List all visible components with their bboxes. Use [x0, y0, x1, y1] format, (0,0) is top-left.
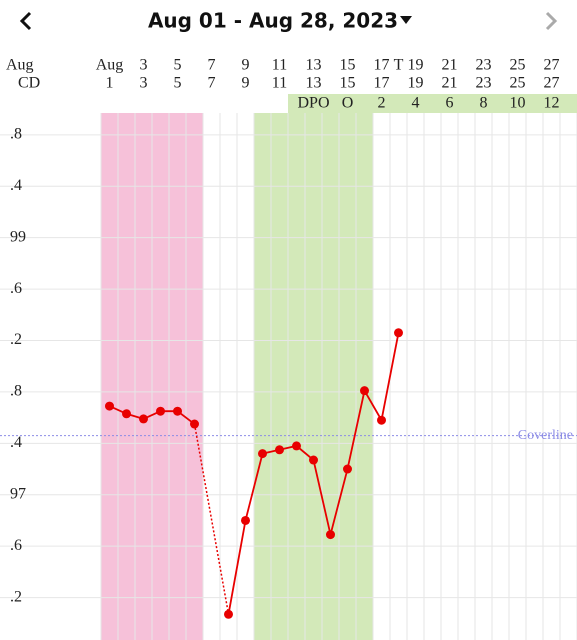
- temperature-point: [139, 414, 148, 424]
- y-tick-label: .6: [10, 537, 22, 554]
- dpo-label: O: [342, 95, 354, 112]
- y-tick-label: .8: [10, 383, 22, 400]
- cycle-day-label: 27: [544, 75, 560, 92]
- dropdown-caret[interactable]: [400, 16, 412, 24]
- cycle-day-label: 5: [174, 75, 182, 92]
- top-bar: Aug 01 - Aug 28, 2023: [19, 9, 558, 33]
- y-tick-label: .2: [10, 588, 22, 605]
- y-tick-label: .2: [10, 331, 22, 348]
- dpo-label: 8: [480, 95, 488, 112]
- date-label: 15: [340, 57, 356, 74]
- date-label: 25: [510, 57, 526, 74]
- temperature-point: [360, 386, 369, 396]
- date-label: 19: [408, 57, 424, 74]
- chart-title[interactable]: Aug 01 - Aug 28, 2023: [148, 9, 398, 33]
- temperature-point: [377, 415, 386, 425]
- temperature-point: [224, 609, 233, 619]
- gap-connector: [193, 423, 230, 615]
- date-label: 11: [272, 57, 287, 74]
- row-label: Aug: [6, 57, 34, 74]
- temperature-point: [122, 409, 131, 419]
- y-tick-label: 99: [10, 228, 26, 245]
- dpo-label: 2: [378, 95, 386, 112]
- cycle-day-label: 3: [140, 75, 148, 92]
- cycle-day-label: 17: [374, 75, 390, 92]
- dpo-label: DPO: [297, 95, 329, 112]
- prev-button[interactable]: [19, 11, 32, 31]
- y-tick-label: 97: [10, 485, 26, 502]
- temperature-point: [326, 530, 335, 540]
- phase-band: [254, 113, 373, 640]
- cycle-day-label: 25: [510, 75, 526, 92]
- date-label: 27: [544, 57, 560, 74]
- date-label: 17: [374, 57, 390, 74]
- date-label: Aug: [96, 57, 124, 74]
- temperature-point: [275, 445, 284, 455]
- next-button[interactable]: [545, 11, 558, 31]
- dpo-row-bg: [288, 94, 577, 113]
- cycle-day-label: 23: [476, 75, 492, 92]
- row-label: CD: [18, 75, 40, 92]
- date-label: 3: [140, 57, 148, 74]
- cycle-day-label: 13: [306, 75, 322, 92]
- cycle-day-label: 11: [272, 75, 287, 92]
- temperature-point: [173, 406, 182, 416]
- dpo-label: 12: [544, 95, 560, 112]
- y-tick-label: .4: [10, 434, 22, 451]
- date-label: 21: [442, 57, 458, 74]
- cycle-day-label: 7: [208, 75, 216, 92]
- cycle-day-label: 15: [340, 75, 356, 92]
- cycle-day-label: 9: [242, 75, 250, 92]
- temperature-point: [343, 464, 352, 474]
- y-tick-label: .8: [10, 126, 22, 143]
- date-label: 9: [242, 57, 250, 74]
- temperature-point: [394, 328, 403, 338]
- cycle-day-label: 19: [408, 75, 424, 92]
- dpo-label: 6: [446, 95, 454, 112]
- coverline-label: Coverline: [518, 428, 573, 443]
- cycle-day-label: 1: [106, 75, 114, 92]
- dpo-label: 10: [510, 95, 526, 112]
- temperature-point: [258, 449, 267, 459]
- date-label: 7: [208, 57, 216, 74]
- y-tick-label: .4: [10, 177, 22, 194]
- temperature-point: [156, 406, 165, 416]
- y-tick-label: .6: [10, 280, 22, 297]
- date-label: T: [394, 57, 404, 74]
- date-label: 13: [306, 57, 322, 74]
- dpo-label: 4: [412, 95, 420, 112]
- temperature-point: [309, 455, 318, 465]
- temperature-point: [190, 419, 199, 429]
- temperature-point: [241, 515, 250, 525]
- temperature-point: [105, 401, 114, 411]
- date-label: 5: [174, 57, 182, 74]
- temperature-point: [292, 441, 301, 451]
- cycle-day-label: 21: [442, 75, 458, 92]
- date-label: 23: [476, 57, 492, 74]
